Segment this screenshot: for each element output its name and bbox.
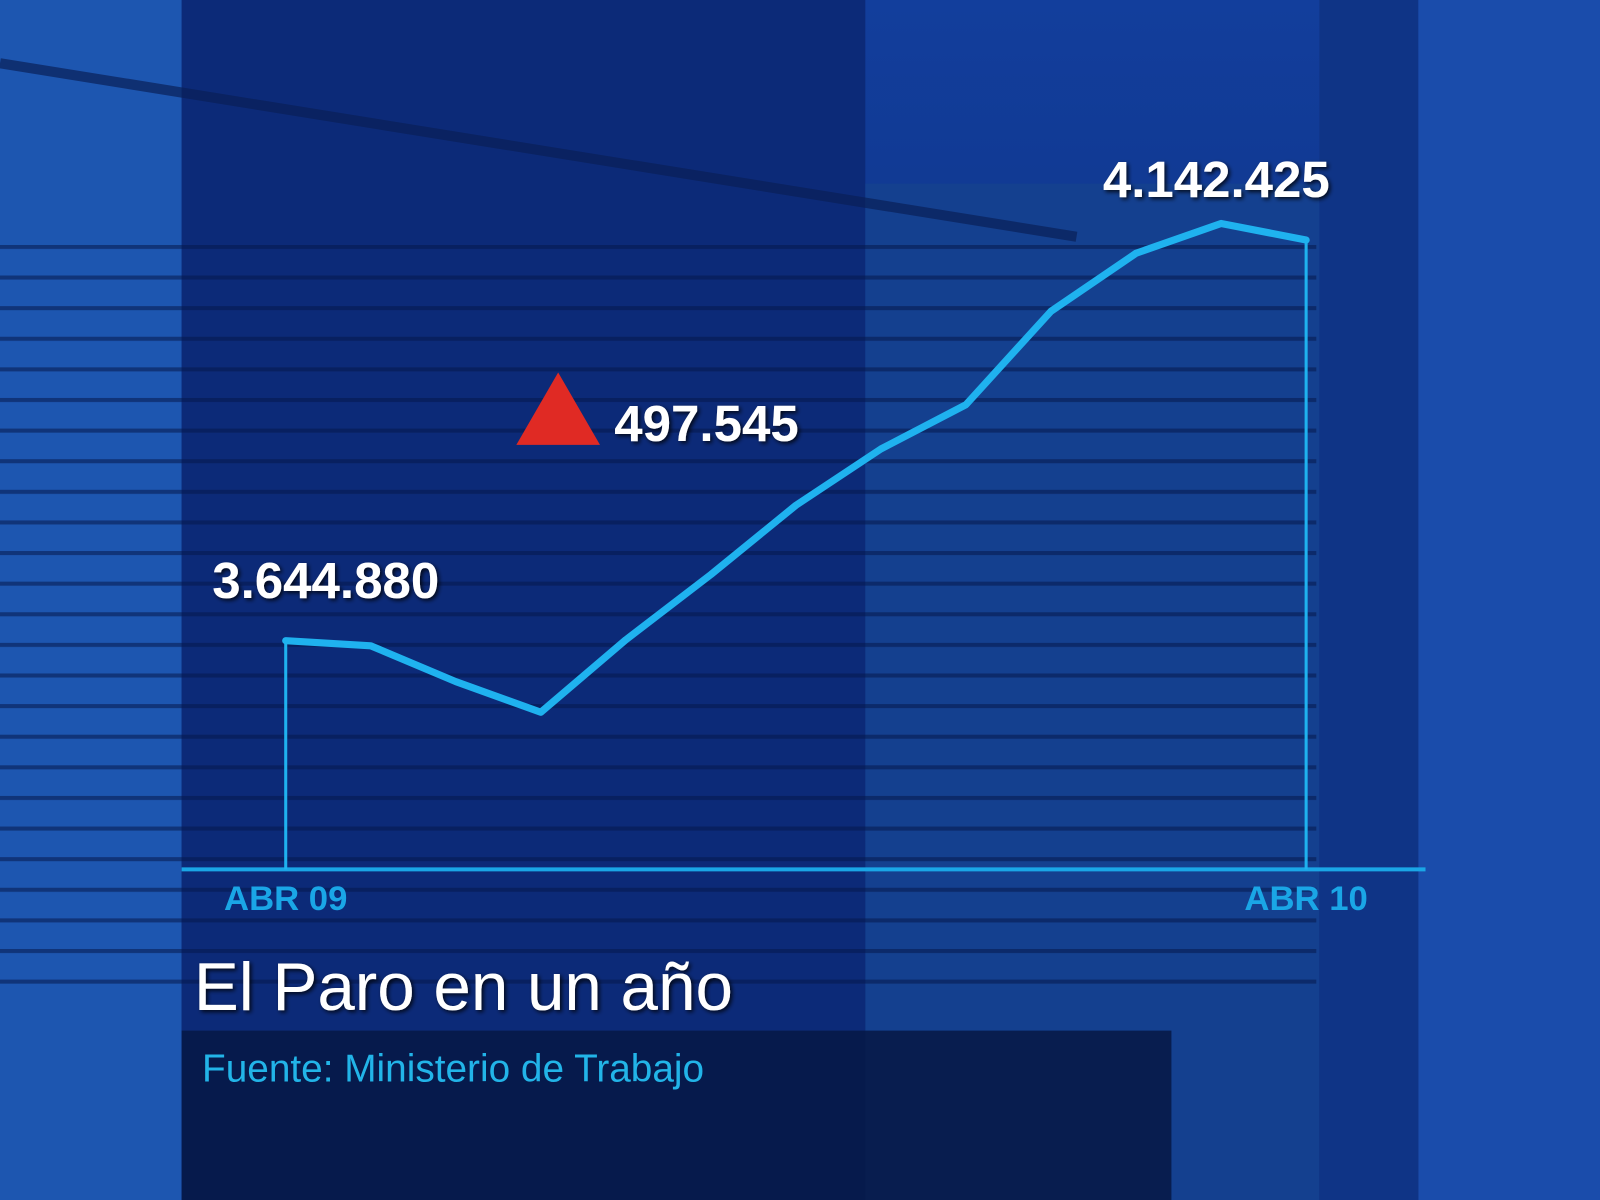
- right-panel: [1319, 0, 1419, 1200]
- far-right-panel: [1418, 0, 1600, 1200]
- chart-subtitle: Fuente: Ministerio de Trabajo: [202, 1048, 704, 1091]
- decor-line: [0, 58, 1078, 242]
- change-label: 497.545: [614, 395, 798, 452]
- stripes: [0, 244, 1317, 1001]
- data-label: 4.142.425: [1103, 151, 1330, 208]
- data-line: [282, 219, 1310, 716]
- data-label: 3.644.880: [212, 552, 439, 609]
- x-tick-label: ABR 09: [224, 880, 347, 918]
- footer-panel: [181, 1030, 1172, 1200]
- x-tick-label: ABR 10: [1244, 880, 1367, 918]
- change-marker: [516, 372, 600, 445]
- chart-title: El Paro en un año: [194, 950, 733, 1025]
